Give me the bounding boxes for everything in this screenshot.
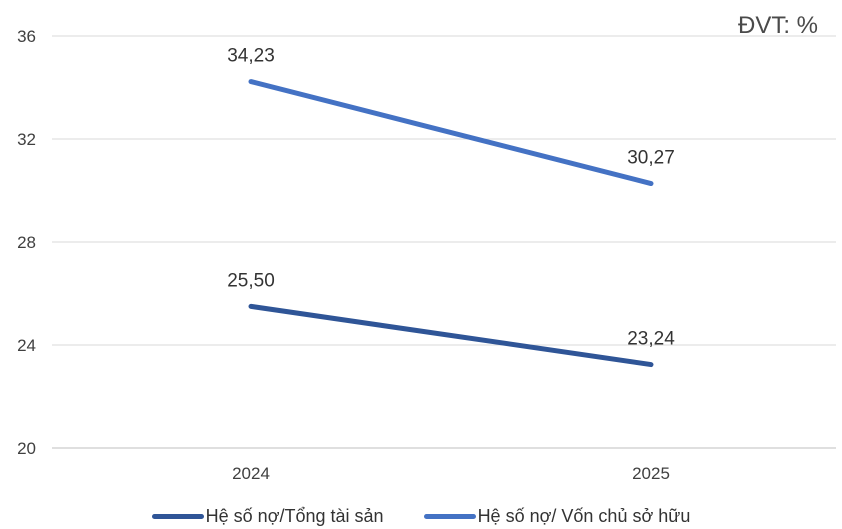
legend-label-debt-to-assets: Hệ số nợ/Tổng tài sản: [205, 505, 384, 526]
legend-swatch-debt-to-assets: [151, 513, 204, 519]
y-axis: 20 24 28 32 36: [17, 27, 36, 458]
x-tick-label: 2024: [232, 464, 270, 483]
legend-label-debt-to-equity: Hệ số nợ/ Vốn chủ sở hữu: [477, 505, 691, 526]
y-tick-label: 24: [17, 336, 36, 355]
y-tick-label: 36: [17, 27, 36, 46]
series-line: [248, 303, 654, 368]
series-line: [248, 79, 654, 187]
unit-label: ĐVT: %: [737, 12, 818, 39]
x-tick-label: 2025: [632, 464, 670, 483]
legend-item-debt-to-assets: Hệ số nợ/Tổng tài sản: [151, 503, 384, 529]
y-tick-label: 32: [17, 130, 36, 149]
legend-swatch-debt-to-equity: [423, 513, 476, 519]
data-labels: 25,50 23,24 34,23 30,27: [227, 46, 675, 350]
data-label: 34,23: [227, 46, 275, 67]
data-label: 30,27: [627, 148, 675, 169]
grid-lines: [52, 35, 836, 449]
legend: Hệ số nợ/Tổng tài sản Hệ số nợ/ Vốn chủ …: [0, 503, 842, 529]
data-label: 23,24: [627, 329, 675, 350]
x-axis: 2024 2025: [232, 464, 670, 483]
data-label: 25,50: [227, 270, 275, 291]
series-lines: [248, 79, 654, 368]
y-tick-label: 20: [17, 439, 36, 458]
y-tick-label: 28: [17, 233, 36, 252]
legend-item-debt-to-equity: Hệ số nợ/ Vốn chủ sở hữu: [423, 503, 691, 529]
